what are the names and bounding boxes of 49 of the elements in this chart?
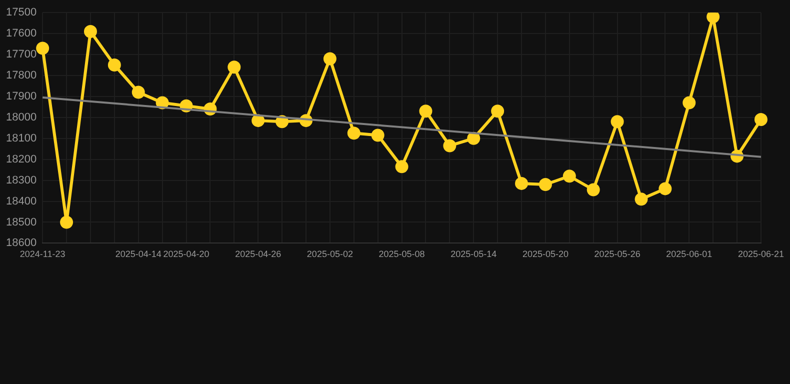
x-tick-label: 2025-04-14 [115, 249, 162, 260]
x-tick-label: 2025-05-20 [522, 249, 568, 260]
point [562, 170, 576, 183]
point [323, 52, 336, 66]
x-tick-label: 2025-04-20 [163, 249, 210, 260]
point [634, 192, 648, 206]
point [586, 183, 600, 196]
point [491, 104, 504, 118]
point [706, 12, 720, 24]
point [395, 160, 408, 174]
y-tick-label: 17500 [6, 6, 37, 19]
point [347, 126, 360, 140]
x-tick-label: 2025-05-14 [450, 249, 497, 260]
x-tick-label: 2025-06-01 [666, 249, 712, 260]
point [658, 182, 672, 196]
x-tick-label: 2025-05-02 [306, 249, 353, 260]
point [252, 114, 265, 128]
x-tick-label: 2025-05-08 [378, 249, 425, 260]
point [515, 176, 528, 190]
y-tick-label: 18600 [6, 237, 37, 250]
point [36, 42, 50, 55]
y-tick-label: 18200 [6, 153, 37, 166]
point [60, 216, 74, 229]
y-tick-label: 18500 [6, 216, 37, 228]
y-tick-label: 17900 [6, 90, 37, 102]
y-tick-label: 17600 [6, 28, 37, 40]
y-tick-label: 17700 [6, 48, 37, 61]
point [371, 128, 384, 142]
point [228, 60, 241, 74]
point [610, 115, 624, 128]
point [754, 113, 768, 126]
point [419, 104, 432, 118]
point [156, 96, 169, 110]
y-tick-label: 18000 [6, 111, 37, 124]
y-tick-label: 18400 [6, 195, 37, 208]
point [467, 132, 480, 145]
point [443, 139, 456, 152]
y-tick-label: 17800 [6, 70, 37, 82]
point [132, 86, 145, 99]
y-tick-label: 18100 [6, 132, 37, 144]
point [682, 96, 696, 110]
point [108, 58, 121, 72]
x-tick-label: 2025-06-21 [738, 249, 784, 260]
x-tick-label: 2024-11-23 [20, 249, 66, 260]
y-tick-label: 18300 [6, 174, 37, 186]
point [84, 24, 97, 38]
x-tick-label: 2025-04-26 [235, 249, 282, 260]
point [538, 178, 552, 191]
x-tick-label: 2025-05-26 [594, 249, 640, 260]
